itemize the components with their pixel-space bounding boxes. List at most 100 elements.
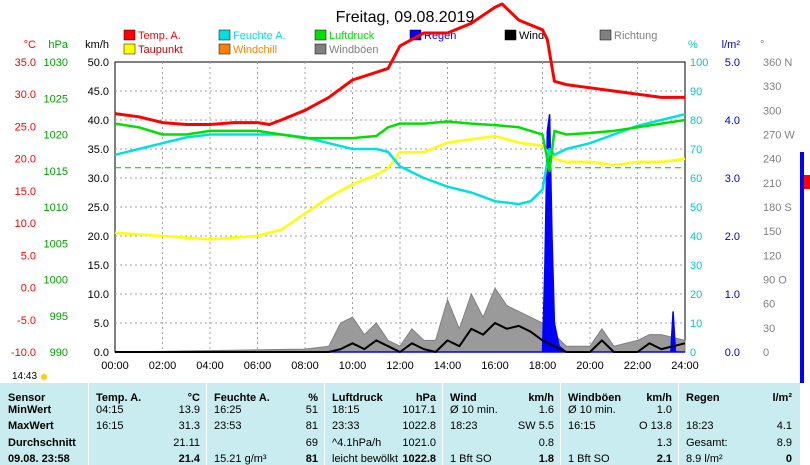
table-cell: 31.3: [178, 420, 200, 432]
legend-swatch: [599, 29, 612, 41]
right-axis-tick: 270 W: [763, 130, 795, 142]
left-axis-tick: -5.0: [17, 315, 36, 327]
left-axis-tick: 1020: [44, 130, 68, 142]
table-cell: ^4.1hPa/h: [332, 437, 382, 449]
right-axis-tick: 20: [690, 289, 702, 301]
table-cell: leicht bewölkt: [332, 453, 399, 465]
table-cell: 16:25: [214, 404, 242, 416]
table-cell: SW 5.5: [517, 420, 554, 432]
right-axis-tick: 1.0: [725, 289, 740, 301]
table-cell: 8.9 l/m²: [686, 453, 723, 465]
table-cell: 81: [305, 420, 318, 432]
x-axis: 00:00 02:00 04:00 06:00 08:00 10:00 12:00 14:00…: [101, 360, 699, 372]
series-taupunkt: [114, 134, 686, 241]
left-axis-tick: 995: [50, 311, 68, 323]
x-tick-label: 02:00: [149, 360, 177, 372]
table-cell: 2.1: [656, 453, 672, 465]
left-axis-tick: 30.0: [15, 89, 36, 101]
left-axis-tick: -10.0: [11, 347, 36, 359]
legend-label: Feuchte A.: [233, 30, 286, 42]
table-cell: 0.8: [538, 437, 554, 449]
left-axis-unit: km/h: [85, 39, 109, 51]
x-tick-label: 08:00: [291, 360, 319, 372]
plot-area: [114, 2, 686, 353]
left-axis-tick: 1005: [44, 238, 68, 250]
right-axis-tick: 10: [690, 318, 702, 330]
right-axis-tick: 330: [763, 81, 781, 93]
x-tick-label: 24:00: [671, 360, 699, 372]
table-row-label: Durchschnitt: [8, 437, 76, 449]
table-cell: 23:53: [214, 420, 242, 432]
legend-swatch: [218, 29, 231, 41]
right-axis-tick: 4.0: [725, 115, 740, 127]
right-axis-tick: 50: [690, 202, 702, 214]
table-cell: 1021.0: [402, 437, 436, 449]
table-header: Wind: [450, 392, 477, 404]
table-cell: 21.4: [178, 453, 200, 465]
table-header: Regen: [686, 392, 720, 404]
time-bar: 14:43: [0, 371, 800, 383]
series-temp: [114, 2, 685, 126]
series-feuchte: [114, 112, 686, 206]
stats-table: Sensor Temp. A. °C Feuchte A.% Luftdruck hPa W…: [0, 383, 800, 465]
x-tick-label: 18:00: [529, 360, 557, 372]
x-tick-label: 14:00: [434, 360, 462, 372]
table-cell: 1022.8: [402, 420, 436, 432]
table-header: Windböen: [568, 392, 622, 404]
left-axis-tick: 10.0: [15, 218, 36, 230]
legend-label: Windchill: [233, 44, 277, 56]
right-axis-tick: 5.0: [725, 57, 740, 69]
left-axis-tick: 20.0: [15, 154, 36, 166]
right-axis-tick: 0.0: [725, 347, 740, 359]
left-axis-tick: 0.0: [94, 347, 109, 359]
right-axis-tick: 90: [690, 86, 702, 98]
x-tick-label: 00:00: [101, 360, 129, 372]
table-cell: 04:15: [96, 404, 124, 416]
table-cell: 18:23: [686, 420, 714, 432]
right-axes: %1009080706050403020100l/m²5.04.03.02.01…: [688, 39, 810, 383]
table-cell: Gesamt:: [686, 437, 728, 449]
x-tick-label: 10:00: [339, 360, 367, 372]
legend-swatch: [123, 29, 136, 41]
left-axis-tick: 40.0: [88, 115, 109, 127]
right-axis-tick: 3.0: [725, 173, 740, 185]
right-axis-tick: 60: [690, 173, 702, 185]
table-header: Sensor: [8, 392, 46, 404]
right-axis-tick: 80: [690, 115, 702, 127]
table-row-label: MaxWert: [8, 420, 54, 432]
legend-label: Windböen: [329, 44, 379, 56]
left-axis-tick: 35.0: [15, 57, 36, 69]
left-axis-tick: 45.0: [88, 86, 109, 98]
table-cell: 23:33: [332, 420, 360, 432]
table-cell: 18:23: [450, 420, 478, 432]
table-cell: 13.9: [178, 404, 200, 416]
table-header: Feuchte A.: [214, 392, 270, 404]
left-axis-unit: hPa: [48, 39, 68, 51]
table-header: hPa: [415, 392, 436, 404]
table-row-label: 09.08. 23:58: [8, 453, 70, 465]
table-cell: 1017.1: [402, 404, 436, 416]
table-cell: Ø 10 min.: [568, 404, 616, 416]
table-cell: O 13.8: [638, 420, 672, 432]
table-cell: Ø 10 min.: [450, 404, 498, 416]
right-axis-tick: 100: [690, 57, 708, 69]
legend-label: Luftdruck: [329, 30, 375, 42]
left-axes: °C 35.0 30.0 25.0 20.0 15.0 10.0 5.0 0.0 -5.0 -10.…: [11, 39, 109, 359]
left-axis-tick: 1010: [44, 202, 68, 214]
right-axis-tick: 70: [690, 144, 702, 156]
legend: Temp. A. Feuchte A. Luftdruck Regen Wind Rich…: [123, 29, 657, 56]
right-axis-tick: 0: [690, 347, 696, 359]
right-axis-unit: %: [688, 39, 698, 51]
table-header: Luftdruck: [332, 392, 383, 404]
sun-icon: [41, 374, 47, 380]
right-axis-tick: 240: [763, 154, 781, 166]
table-cell: 1 Bft SO: [568, 453, 610, 465]
table-header: °C: [187, 392, 200, 404]
table-cell: 4.1: [776, 420, 792, 432]
table-row-label: MinWert: [8, 404, 52, 416]
left-axis-tick: 5.0: [21, 250, 36, 262]
right-axis-unit: l/m²: [722, 39, 741, 51]
table-cell: 16:15: [96, 420, 124, 432]
legend-swatch: [123, 43, 136, 55]
legend-label: Temp. A.: [138, 30, 181, 42]
